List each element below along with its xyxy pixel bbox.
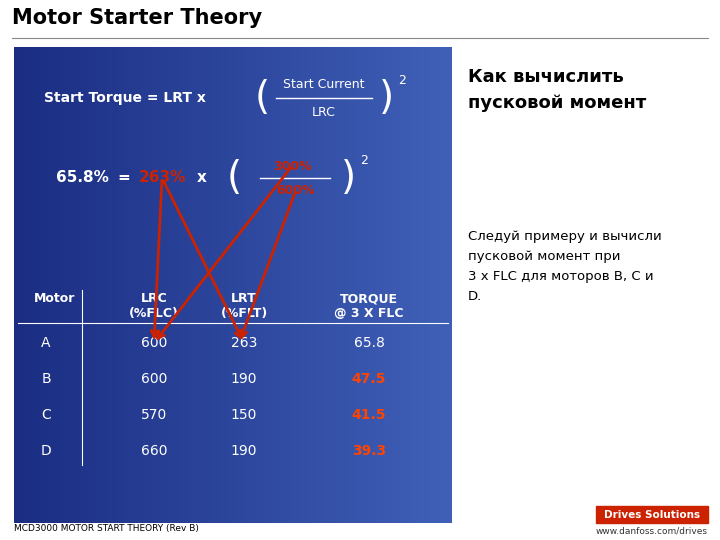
Text: Как вычислить: Как вычислить	[468, 68, 624, 86]
Text: 47.5: 47.5	[352, 372, 386, 386]
Text: x: x	[197, 171, 207, 186]
Text: TORQUE
@ 3 X FLC: TORQUE @ 3 X FLC	[334, 292, 404, 320]
Text: 660: 660	[140, 444, 167, 458]
Text: (: (	[254, 79, 269, 117]
Text: LRC: LRC	[312, 105, 336, 118]
Text: 263%: 263%	[138, 171, 186, 186]
Text: B: B	[41, 372, 51, 386]
Bar	[596, 506, 708, 523]
Text: Start Torque = LRT x: Start Torque = LRT x	[44, 91, 206, 105]
Text: 150: 150	[231, 408, 257, 422]
Text: 600%: 600%	[276, 184, 315, 197]
Text: Motor: Motor	[34, 292, 76, 305]
Text: Drives Solutions: Drives Solutions	[604, 510, 700, 519]
Text: C: C	[41, 408, 51, 422]
Text: LRT
(%FLT): LRT (%FLT)	[220, 292, 268, 320]
Text: A: A	[41, 336, 50, 350]
Text: LRC
(%FLC): LRC (%FLC)	[129, 292, 179, 320]
Text: 65.8: 65.8	[354, 336, 384, 350]
Text: Start Current: Start Current	[283, 78, 365, 91]
Text: =: =	[117, 171, 130, 186]
Text: D: D	[40, 444, 51, 458]
Text: ): )	[379, 79, 394, 117]
Text: Motor Starter Theory: Motor Starter Theory	[12, 8, 262, 28]
Text: 2: 2	[360, 153, 368, 166]
Text: 39.3: 39.3	[352, 444, 386, 458]
Text: (: (	[226, 159, 242, 197]
Text: Следуй примеру и вычисли: Следуй примеру и вычисли	[468, 230, 662, 243]
Text: пусковой момент при: пусковой момент при	[468, 250, 621, 263]
Text: D.: D.	[468, 290, 482, 303]
Text: 2: 2	[398, 73, 406, 86]
Text: 190: 190	[230, 444, 257, 458]
Text: 263: 263	[231, 336, 257, 350]
Text: 41.5: 41.5	[352, 408, 386, 422]
Text: 600: 600	[141, 372, 167, 386]
Text: 3 x FLC для моторов B, C и: 3 x FLC для моторов B, C и	[468, 270, 654, 283]
Text: 190: 190	[230, 372, 257, 386]
Text: MCD3000 MOTOR START THEORY (Rev B): MCD3000 MOTOR START THEORY (Rev B)	[14, 524, 199, 533]
Text: 570: 570	[141, 408, 167, 422]
Text: 600: 600	[141, 336, 167, 350]
Text: 300%: 300%	[273, 159, 311, 172]
Text: ): )	[341, 159, 356, 197]
Text: 65.8%: 65.8%	[56, 171, 109, 186]
Text: www.danfoss.com/drives: www.danfoss.com/drives	[596, 526, 708, 535]
Text: пусковой момент: пусковой момент	[468, 94, 647, 112]
